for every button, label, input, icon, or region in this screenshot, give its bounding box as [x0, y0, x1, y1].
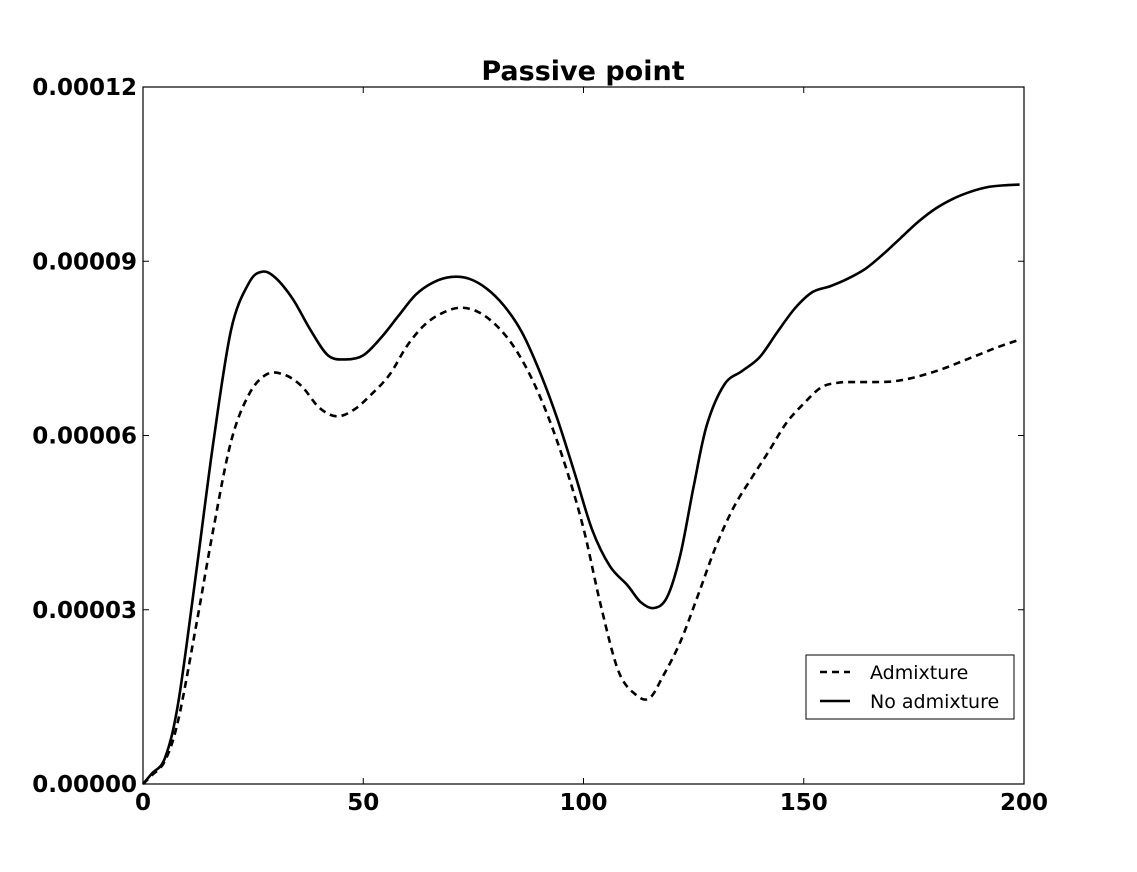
x-tick-label: 0	[135, 790, 151, 816]
series-line-no-admixture	[142, 183, 1020, 785]
x-tick-label: 100	[559, 790, 607, 816]
plot-lines	[142, 183, 1021, 785]
series-line-admixture	[142, 306, 1021, 785]
y-tick-label: 0.00006	[32, 424, 137, 450]
y-tick-label: 0.00000	[32, 772, 137, 798]
x-tick-label: 150	[780, 790, 828, 816]
legend: Admixture No admixture	[805, 654, 1015, 720]
legend-label-admixture: Admixture	[870, 662, 968, 684]
y-tick-label: 0.00003	[32, 598, 137, 624]
axes: 0 50 100 150 200 0.00000 0.00003 0.00006 0.00009…	[32, 75, 1048, 816]
y-tick-label: 0.00009	[32, 249, 137, 275]
y-tick-label: 0.00012	[32, 75, 137, 101]
legend-box	[805, 654, 1015, 720]
chart-title: Passive point	[481, 56, 684, 87]
legend-label-no-admixture: No admixture	[870, 691, 999, 713]
x-tick-label: 50	[347, 790, 379, 816]
x-tick-label: 200	[1000, 790, 1048, 816]
